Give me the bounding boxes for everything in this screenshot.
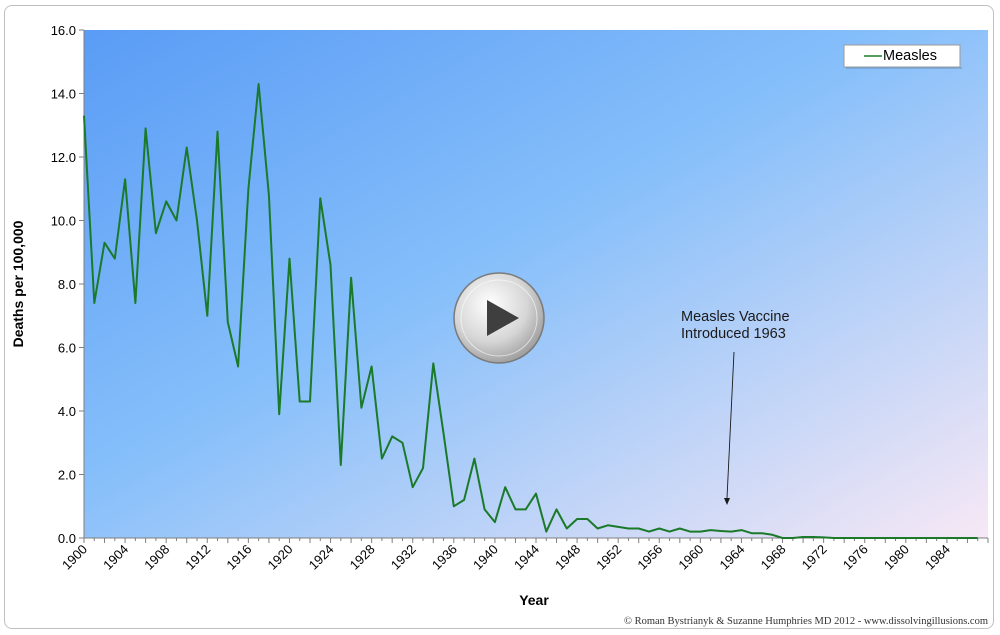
annotation-arrow	[726, 351, 735, 499]
x-tick-label: 1904	[100, 542, 131, 573]
annotation-line-1: Measles Vaccine	[681, 309, 790, 325]
annotation-line-2: Introduced 1963	[681, 326, 786, 342]
annotation: Measles Vaccine Introduced 1963	[681, 309, 790, 505]
x-tick-label: 1960	[675, 542, 706, 573]
x-tick-label: 1956	[634, 542, 665, 573]
x-tick-label: 1908	[141, 542, 172, 573]
y-tick-label: 0.0	[58, 531, 76, 546]
play-button-inner[interactable]	[460, 279, 538, 357]
series-layer	[83, 83, 978, 539]
y-tick-label: 4.0	[58, 404, 76, 419]
x-axis-ticks: 1900 1904 1908 1912 1916 1920 1924 1928 1932 1936…	[59, 538, 989, 573]
y-tick-label: 12.0	[51, 150, 76, 165]
x-tick-label: 1976	[840, 542, 871, 573]
series-line-measles	[83, 83, 978, 539]
legend-shadow	[846, 67, 962, 69]
x-tick-label: 1948	[552, 542, 583, 573]
x-tick-label: 1940	[470, 542, 501, 573]
play-icon[interactable]	[487, 300, 519, 336]
y-tick-label: 2.0	[58, 468, 76, 483]
y-tick-label: 16.0	[51, 23, 76, 38]
legend-label-measles: Measles	[883, 48, 937, 64]
x-tick-label: 1964	[717, 542, 748, 573]
x-tick-label: 1928	[347, 542, 378, 573]
legend: Measles	[843, 44, 962, 69]
y-tick-label: 10.0	[51, 214, 76, 229]
x-tick-label: 1968	[758, 542, 789, 573]
x-tick-label: 1924	[306, 542, 337, 573]
y-axis-ticks: 0.0 2.0 4.0 6.0 8.0 10.0 12.0 14.0 16.0	[51, 23, 84, 546]
x-tick-label: 1984	[922, 542, 953, 573]
x-tick-label: 1920	[265, 542, 296, 573]
plot-background	[84, 30, 988, 538]
x-tick-label: 1936	[429, 542, 460, 573]
credit-text: © Roman Bystrianyk & Suzanne Humphries M…	[624, 616, 988, 627]
x-tick-label: 1912	[182, 542, 213, 573]
x-tick-label: 1944	[511, 542, 542, 573]
y-tick-label: 14.0	[51, 87, 76, 102]
x-tick-label: 1900	[59, 542, 90, 573]
annotation-arrowhead	[724, 498, 730, 505]
x-tick-label: 1972	[799, 542, 830, 573]
x-tick-label: 1932	[388, 542, 419, 573]
x-tick-label: 1952	[593, 542, 624, 573]
x-axis-title: Year	[519, 592, 549, 608]
play-button[interactable]	[453, 272, 545, 364]
y-tick-label: 8.0	[58, 277, 76, 292]
y-axis-title: Deaths per 100,000	[10, 220, 26, 347]
x-tick-label: 1980	[881, 542, 912, 573]
y-tick-label: 6.0	[58, 341, 76, 356]
x-tick-label: 1916	[223, 542, 254, 573]
